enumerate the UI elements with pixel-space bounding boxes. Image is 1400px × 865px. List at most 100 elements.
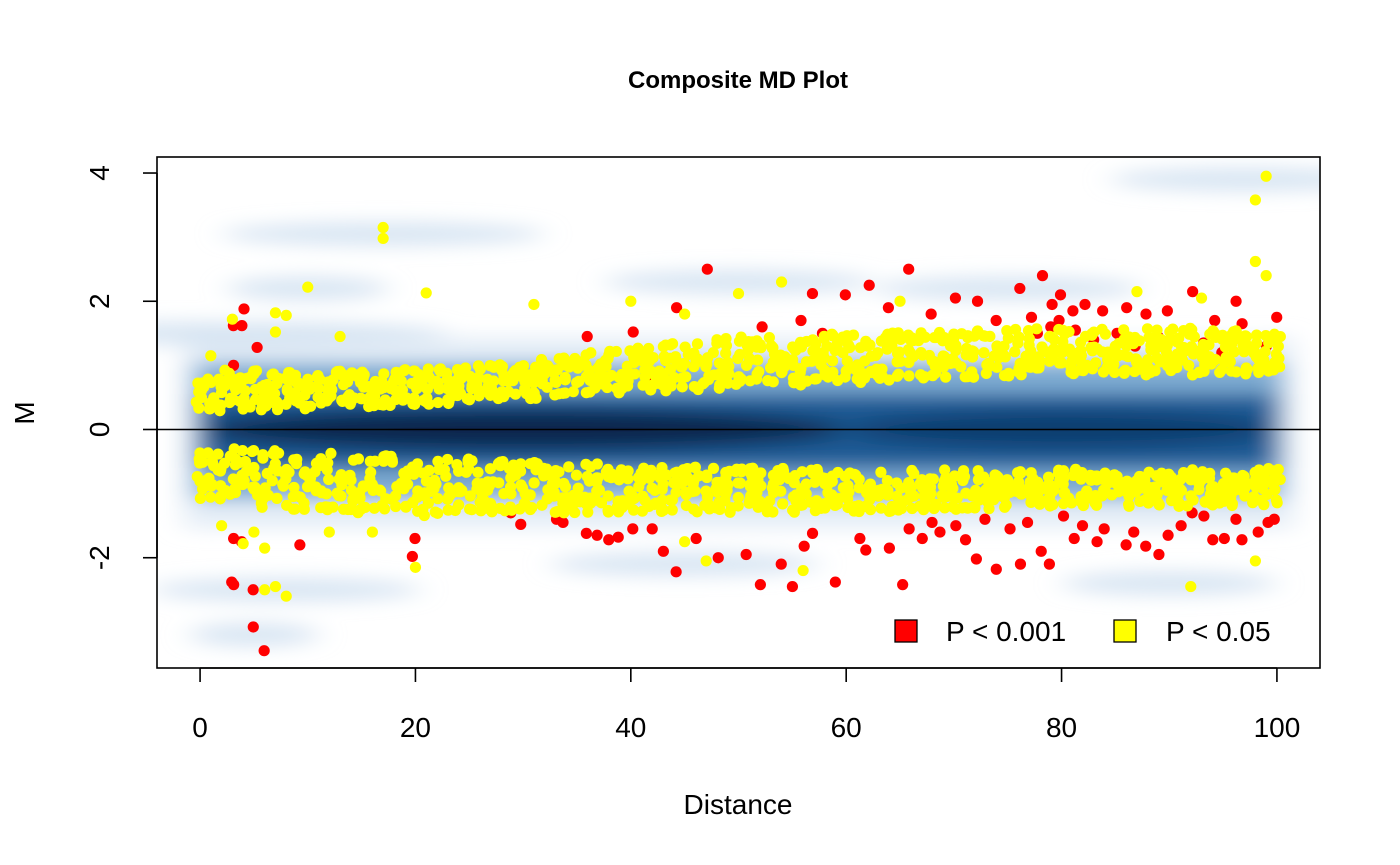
point-p-05 (707, 347, 719, 359)
point-p-001 (251, 341, 263, 354)
point-p-05 (1151, 324, 1163, 336)
point-p-05 (1230, 366, 1242, 378)
point-p-05 (1171, 493, 1183, 505)
point-p-001 (740, 548, 752, 561)
point-p-05 (720, 471, 732, 483)
point-p-001 (1025, 311, 1038, 323)
point-p-001 (990, 563, 1002, 575)
point-p-05 (423, 464, 435, 476)
point-p-05 (432, 507, 444, 519)
point-p-05 (775, 276, 788, 288)
point-p-05 (442, 397, 455, 410)
legend: P < 0.001 P < 0.05 (894, 616, 1271, 647)
point-p-05 (924, 481, 937, 493)
point-p-001 (775, 558, 787, 570)
x-axis-label: Distance (684, 789, 793, 820)
point-p-05 (622, 473, 634, 485)
point-p-001 (882, 302, 894, 314)
point-p-05 (1260, 170, 1272, 182)
point-p-05 (325, 447, 337, 460)
point-p-05 (235, 378, 247, 390)
point-p-05 (323, 526, 335, 538)
point-p-001 (795, 314, 807, 327)
point-p-05 (496, 360, 509, 373)
y-axis: -2 0 2 4 (84, 165, 158, 570)
point-p-001 (1091, 536, 1103, 548)
point-p-05 (571, 376, 583, 389)
point-p-05 (711, 334, 723, 346)
point-p-001 (1097, 305, 1109, 317)
point-p-05 (1149, 365, 1161, 377)
point-p-05 (841, 488, 853, 500)
point-p-05 (194, 447, 206, 459)
point-p-05 (396, 393, 409, 405)
point-p-05 (720, 488, 732, 500)
point-p-05 (549, 506, 561, 518)
point-p-05 (1203, 472, 1216, 484)
point-p-05 (666, 504, 678, 516)
point-p-05 (238, 392, 250, 404)
point-p-05 (474, 363, 486, 375)
point-p-05 (259, 542, 271, 554)
point-p-05 (850, 364, 862, 376)
point-p-001 (1076, 520, 1089, 532)
point-p-05 (212, 448, 224, 460)
point-p-05 (882, 489, 894, 501)
point-p-05 (343, 389, 356, 401)
point-p-001 (1162, 529, 1174, 541)
point-p-05 (267, 368, 279, 380)
point-p-05 (290, 458, 303, 470)
point-p-05 (528, 477, 540, 489)
point-p-001 (294, 539, 306, 551)
point-p-05 (847, 329, 860, 341)
point-p-05 (732, 491, 744, 504)
point-p-05 (978, 347, 990, 359)
point-p-05 (1161, 339, 1173, 351)
point-p-001 (950, 520, 962, 532)
point-p-05 (535, 353, 548, 366)
point-p-001 (236, 320, 248, 332)
point-p-05 (1096, 346, 1108, 358)
y-tick-label: 4 (84, 165, 115, 181)
point-p-05 (196, 483, 209, 495)
point-p-05 (257, 493, 269, 505)
point-p-05 (1043, 491, 1056, 504)
point-p-001 (701, 263, 713, 275)
point-p-05 (423, 398, 435, 410)
point-p-001 (603, 534, 615, 546)
point-p-05 (259, 482, 271, 494)
point-p-05 (811, 463, 823, 476)
point-p-05 (1239, 330, 1251, 342)
point-p-05 (202, 447, 214, 459)
point-p-05 (557, 387, 569, 399)
series-p-05-points (190, 170, 1286, 602)
point-p-001 (971, 295, 984, 307)
point-p-001 (798, 540, 810, 552)
point-p-05 (557, 492, 569, 504)
point-p-05 (809, 476, 821, 488)
point-p-05 (1002, 367, 1015, 379)
x-axis: 0 20 40 60 80 100 (192, 667, 1300, 743)
point-p-05 (1065, 347, 1077, 359)
point-p-05 (1267, 364, 1280, 376)
point-p-05 (1241, 363, 1253, 375)
point-p-05 (1043, 355, 1056, 367)
point-p-05 (1188, 331, 1200, 343)
point-p-05 (1238, 346, 1250, 358)
plot-area (157, 157, 1320, 668)
chart-title: Composite MD Plot (628, 67, 848, 94)
point-p-05 (1175, 484, 1187, 496)
point-p-05 (1077, 365, 1089, 377)
point-p-001 (1252, 526, 1264, 538)
point-p-05 (621, 380, 633, 392)
point-p-05 (312, 382, 325, 394)
point-p-05 (256, 400, 268, 413)
point-p-001 (1021, 516, 1034, 529)
point-p-05 (710, 483, 722, 495)
point-p-05 (248, 526, 260, 538)
point-p-05 (1269, 483, 1281, 496)
point-p-05 (817, 347, 829, 359)
point-p-05 (714, 368, 726, 380)
point-p-05 (277, 480, 289, 492)
point-p-05 (550, 376, 562, 389)
